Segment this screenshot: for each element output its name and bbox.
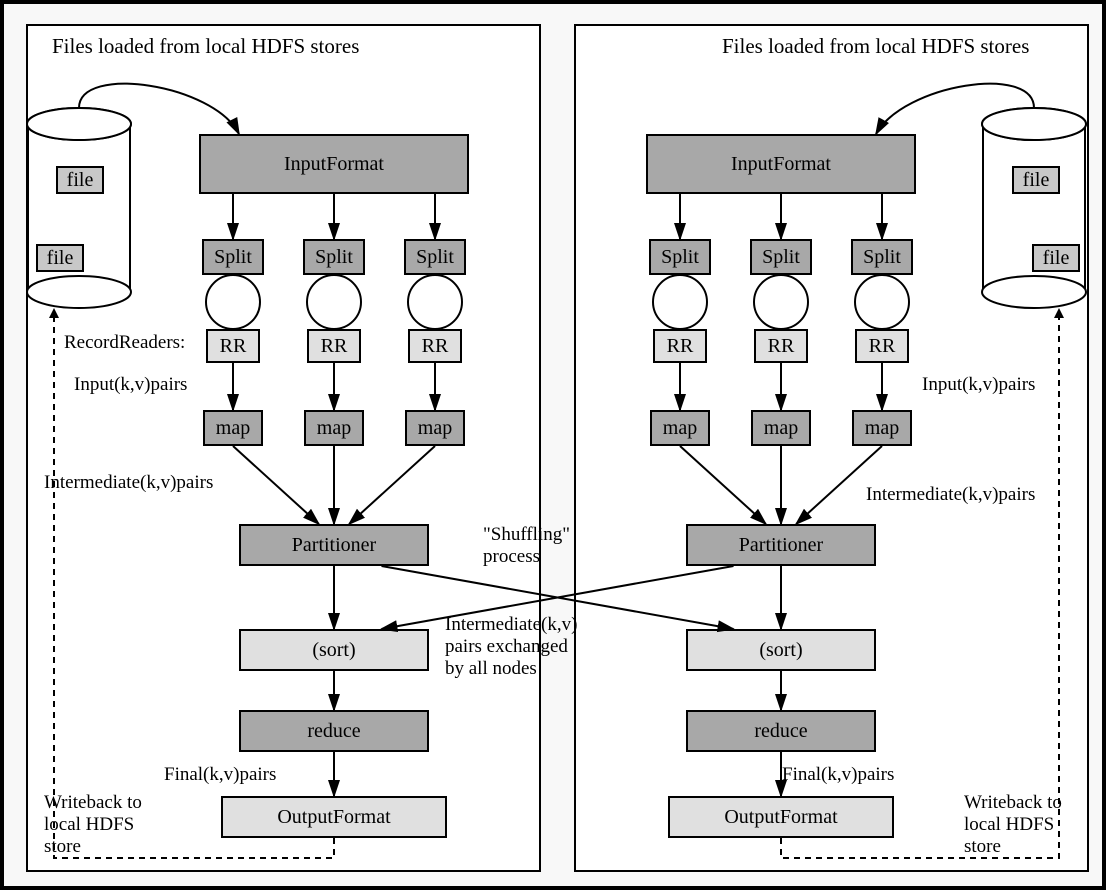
left-split-1: Split: [303, 239, 365, 275]
title-left: Files loaded from local HDFS stores: [52, 34, 359, 58]
title-right: Files loaded from local HDFS stores: [722, 34, 1029, 58]
inputpairs-left: Input(k,v)pairs: [74, 374, 187, 396]
intermediatepairs-right: Intermediate(k,v)pairs: [866, 484, 1035, 506]
right-map-0: map: [650, 410, 710, 446]
writeback-right: Writeback to local HDFS store: [964, 792, 1062, 858]
recordreaders-label: RecordReaders:: [64, 332, 185, 354]
left-map-1: map: [304, 410, 364, 446]
right-split-1: Split: [750, 239, 812, 275]
right-split-0: Split: [649, 239, 711, 275]
file-box-0: file: [56, 166, 104, 194]
left-sort: (sort): [239, 629, 429, 671]
diagram-canvas: Files loaded from local HDFS stores File…: [0, 0, 1106, 890]
right-split-2: Split: [851, 239, 913, 275]
right-rr-1: RR: [754, 329, 808, 363]
right-rr-0: RR: [653, 329, 707, 363]
shuffling-label: "Shuffling" process: [483, 524, 570, 568]
left-rr-1: RR: [307, 329, 361, 363]
left-partitioner: Partitioner: [239, 524, 429, 566]
right-sort: (sort): [686, 629, 876, 671]
left-map-2: map: [405, 410, 465, 446]
left-split-2: Split: [404, 239, 466, 275]
finalpairs-right: Final(k,v)pairs: [782, 764, 894, 786]
right-map-2: map: [852, 410, 912, 446]
left-rr-2: RR: [408, 329, 462, 363]
exchanged-label: Intermediate(k,v) pairs exchanged by all…: [445, 614, 577, 680]
right-partitioner: Partitioner: [686, 524, 876, 566]
file-box-2: file: [1012, 166, 1060, 194]
left-rr-0: RR: [206, 329, 260, 363]
inputpairs-right: Input(k,v)pairs: [922, 374, 1035, 396]
left-inputformat: InputFormat: [199, 134, 469, 194]
right-reduce: reduce: [686, 710, 876, 752]
writeback-left: Writeback to local HDFS store: [44, 792, 142, 858]
right-inputformat: InputFormat: [646, 134, 916, 194]
left-outputformat: OutputFormat: [221, 796, 447, 838]
left-reduce: reduce: [239, 710, 429, 752]
intermediatepairs-left: Intermediate(k,v)pairs: [44, 472, 213, 494]
finalpairs-left: Final(k,v)pairs: [164, 764, 276, 786]
left-split-0: Split: [202, 239, 264, 275]
file-box-3: file: [1032, 244, 1080, 272]
left-map-0: map: [203, 410, 263, 446]
right-outputformat: OutputFormat: [668, 796, 894, 838]
file-box-1: file: [36, 244, 84, 272]
right-rr-2: RR: [855, 329, 909, 363]
right-map-1: map: [751, 410, 811, 446]
